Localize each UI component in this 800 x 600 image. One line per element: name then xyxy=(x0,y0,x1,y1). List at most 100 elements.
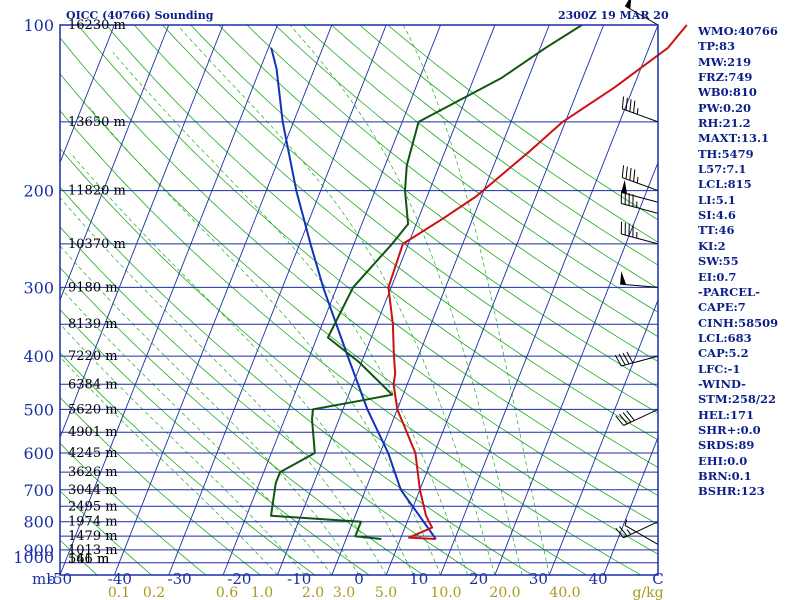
moist-adiabat xyxy=(60,356,278,575)
barb-staff xyxy=(621,203,659,214)
wind-barb xyxy=(621,96,659,123)
dewpoint-line xyxy=(270,24,583,540)
isotherm xyxy=(0,25,6,575)
pressure-tick-label: 100 xyxy=(23,16,54,35)
wind-barb xyxy=(620,271,659,288)
index-item: CINH:58509 xyxy=(698,315,779,330)
barb-feather xyxy=(629,167,632,181)
dry-adiabat xyxy=(60,226,479,575)
temperature-tick-label: 40 xyxy=(589,570,608,588)
temperature-tick-label: 30 xyxy=(529,570,548,588)
temperature-tick-label: -40 xyxy=(108,570,132,588)
dry-adiabat xyxy=(60,352,315,575)
indices-panel: WMO:40766 TP:83 MW:219 FRZ:749 WB0:810 PW:0.2… xyxy=(698,24,798,500)
mixing-ratio-line xyxy=(0,191,14,575)
mixing-ratio-tick-label: 1.0 xyxy=(251,585,273,600)
pressure-tick-label: 800 xyxy=(23,513,54,532)
index-item: TT:46 xyxy=(698,223,735,238)
height-label: 4901 m xyxy=(68,425,118,440)
barb-half-feather xyxy=(636,108,639,115)
mixing-ratio-tick-label: 40.0 xyxy=(549,585,580,600)
isotherm xyxy=(494,161,658,575)
pressure-tick-label: 1000 xyxy=(13,548,54,567)
wind-barb xyxy=(615,521,659,539)
dry-adiabat xyxy=(60,110,642,575)
barb-feather xyxy=(614,354,622,367)
index-item: SW:55 xyxy=(698,254,739,269)
isotherm xyxy=(385,25,605,575)
wind-barb xyxy=(624,0,659,26)
temperature-line xyxy=(387,24,688,540)
mixing-ratio-tick-label: g/kg xyxy=(632,585,663,600)
wind-barbs xyxy=(614,0,659,545)
chart-datetime: 2300Z 19 MAR 20 xyxy=(558,9,669,22)
wind-barb xyxy=(621,179,659,203)
dry-adiabat xyxy=(303,25,658,289)
height-label: 6384 m xyxy=(68,377,118,392)
wind-barb xyxy=(620,221,659,245)
dry-adiabat xyxy=(387,25,658,221)
index-item: HEL:171 xyxy=(698,407,754,422)
temperature-tick-label: 10 xyxy=(409,570,428,588)
chart-title: OICC (40766) Sounding xyxy=(66,9,214,22)
height-label: 10370 m xyxy=(68,237,126,252)
barb-feather xyxy=(629,99,632,112)
index-item: -WIND- xyxy=(698,376,746,391)
moist-adiabat xyxy=(70,153,414,575)
barb-feather xyxy=(622,352,630,365)
height-label: 566 m xyxy=(68,552,109,567)
height-label: 16230 m xyxy=(68,18,126,33)
mixing-ratio-tick-label: 0.6 xyxy=(216,585,238,600)
height-label: 13650 m xyxy=(68,115,126,130)
index-item: BSHR:123 xyxy=(698,484,765,499)
temperature-tick-label: 0 xyxy=(354,570,364,588)
barb-pennant xyxy=(621,179,628,194)
temperature-tick-label: -50 xyxy=(48,570,72,588)
dry-adiabat xyxy=(246,25,658,338)
pressure-tick-label: 500 xyxy=(23,400,54,419)
moist-adiabat xyxy=(60,323,305,575)
barb-staff xyxy=(621,191,659,203)
index-item: PW:0.20 xyxy=(698,100,752,115)
mixing-ratio-tick-label: 0.2 xyxy=(143,585,165,600)
dry-adiabat xyxy=(359,25,658,243)
index-item: TP:83 xyxy=(698,39,736,54)
pressure-tick-label: 900 xyxy=(23,541,54,560)
isotherm xyxy=(113,25,333,575)
height-label: 8139 m xyxy=(68,317,118,332)
mixing-ratio-tick-label: 10.0 xyxy=(430,585,461,600)
moist-adiabat xyxy=(60,286,333,575)
barb-feather xyxy=(626,410,635,421)
dry-adiabat xyxy=(134,25,658,441)
dry-adiabat xyxy=(60,267,424,575)
index-item: FRZ:749 xyxy=(698,70,753,85)
isotherm xyxy=(277,25,496,575)
barb-feather xyxy=(625,97,628,111)
height-label: 3626 m xyxy=(68,465,118,480)
height-label: 5620 m xyxy=(68,402,118,417)
barb-staff xyxy=(621,355,659,367)
index-item: LFC:-1 xyxy=(698,361,741,376)
dry-adiabat xyxy=(60,37,658,525)
barb-feather xyxy=(615,527,624,539)
index-item: LCL:683 xyxy=(698,330,752,345)
isotherm xyxy=(222,25,441,575)
barb-staff xyxy=(622,108,659,123)
barb-feather xyxy=(615,415,624,426)
temperature-tick-label: C xyxy=(652,570,663,588)
isotherm xyxy=(440,25,658,575)
mixing-ratio-tick-label: 2.0 xyxy=(302,585,324,600)
height-label: 141 m xyxy=(68,552,109,567)
barb-feather xyxy=(633,100,636,114)
height-label: 1974 m xyxy=(68,515,118,530)
barb-staff xyxy=(620,283,659,288)
pressure-tick-label: 200 xyxy=(23,182,54,201)
pressure-tick-label: 700 xyxy=(23,481,54,500)
barb-half-feather xyxy=(636,176,639,184)
barb-staff xyxy=(622,177,659,192)
index-item: STM:258/22 xyxy=(698,392,777,407)
dry-adiabat xyxy=(60,147,587,575)
barb-feather xyxy=(619,413,628,425)
isotherm xyxy=(331,25,550,575)
isotherm xyxy=(60,25,115,164)
